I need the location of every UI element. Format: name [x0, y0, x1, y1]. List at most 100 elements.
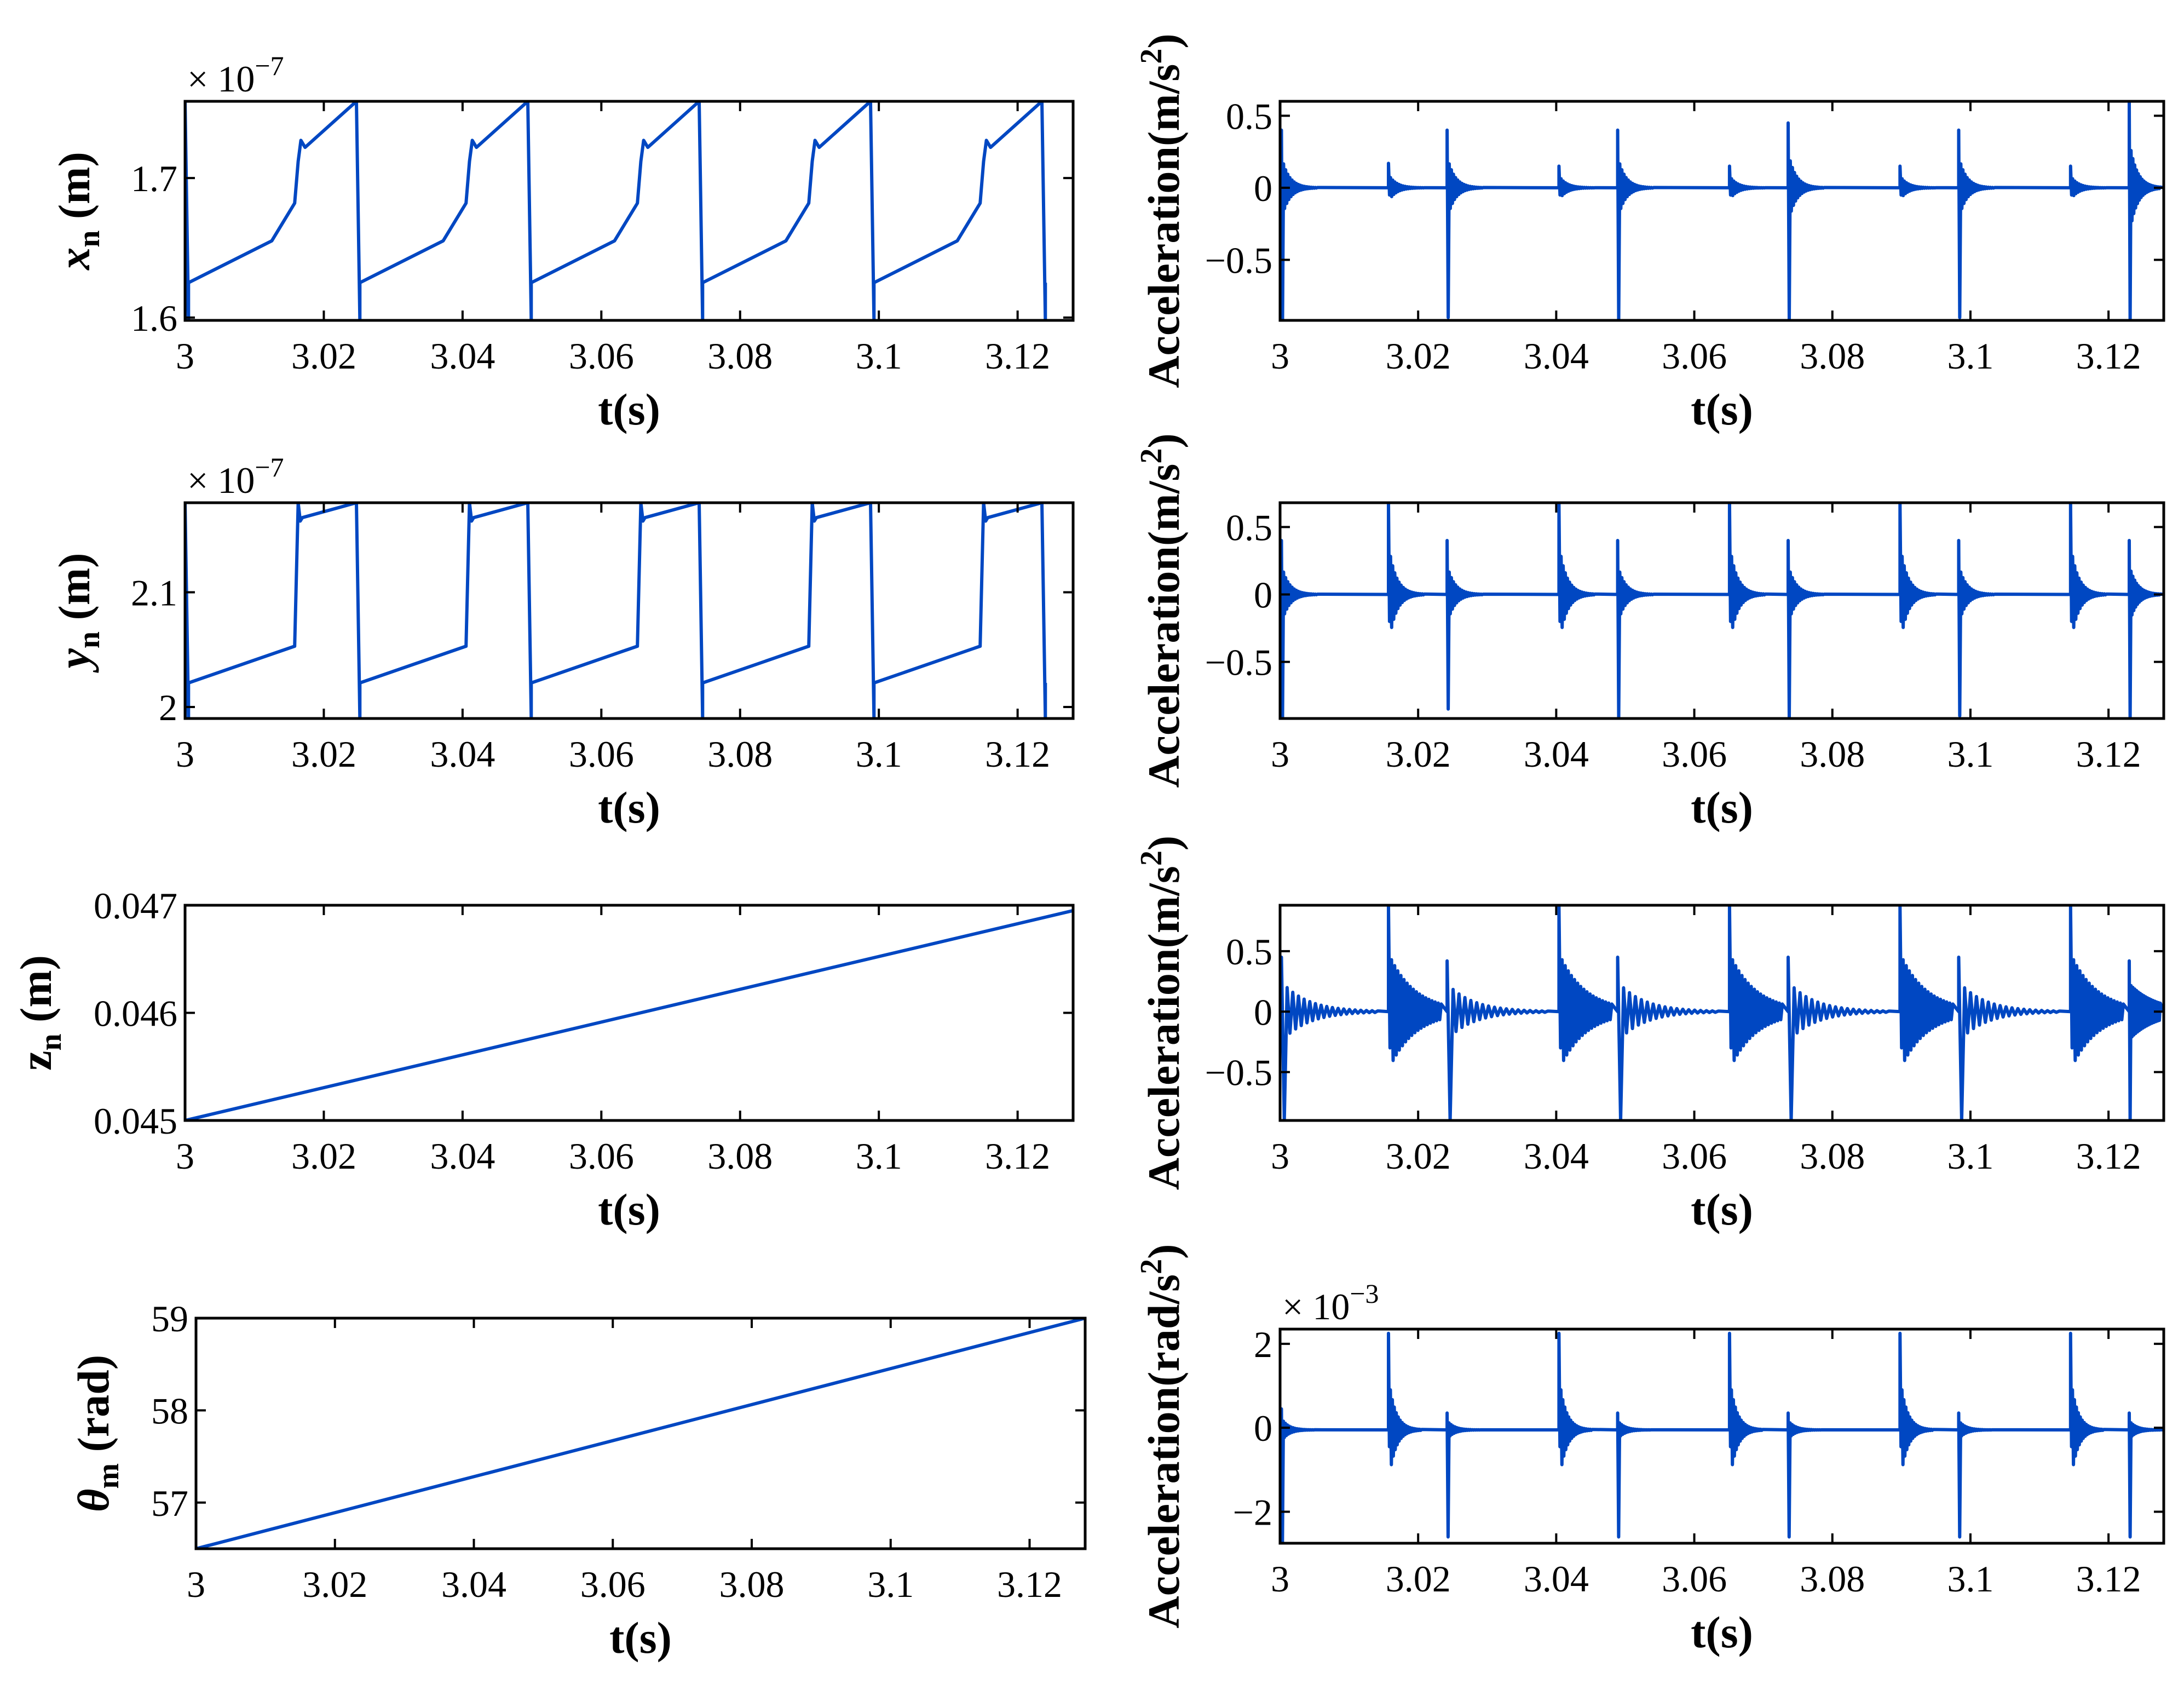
x-tick-label: 3.12	[2076, 1135, 2141, 1177]
y-tick-label: 0.5	[1226, 931, 1272, 973]
x-tick-label: 3.12	[2076, 1558, 2141, 1600]
x-tick-label: 3.04	[1524, 335, 1589, 377]
x-tick-label: 3.04	[441, 1563, 506, 1605]
x-tick-label: 3.12	[2076, 733, 2141, 775]
x-tick-label: 3.08	[1800, 733, 1865, 775]
series-line-acc3	[1280, 905, 2164, 1120]
x-tick-label: 3.08	[1800, 335, 1865, 377]
x-tick-label: 3.02	[1386, 1135, 1451, 1177]
x-tick-label: 3.02	[1386, 335, 1451, 377]
x-tick-label: 3.06	[569, 335, 634, 377]
panel-acc1: 3 3.02 3.04 3.06 3.08 3.1 3.12 −0.5 0 0.5 t(s) Acce…	[1134, 33, 2165, 434]
series-line-acc2	[1280, 503, 2164, 718]
x-tick-label: 3.06	[1662, 1135, 1727, 1177]
y-axis-label: θm (rad)	[68, 1355, 125, 1512]
y-axis-label: yn (m)	[49, 553, 106, 674]
x-tick-label: 3.04	[430, 1135, 495, 1177]
panel-acc4: 3 3.02 3.04 3.06 3.08 3.1 3.12 −2 0 2 t(s) × 10−3 Ac…	[1134, 1244, 2165, 1657]
x-tick-label: 3.1	[1947, 1558, 1993, 1600]
y-tick-label: 2	[1254, 1324, 1272, 1365]
y-tick-label: 0	[1254, 1407, 1272, 1449]
y-tick-label: 0.046	[94, 993, 177, 1034]
x-tick-label: 3.12	[985, 335, 1050, 377]
axis-multiplier: × 10−7	[187, 452, 284, 501]
x-tick-label: 3.1	[1947, 1135, 1993, 1177]
x-tick-label: 3	[176, 733, 194, 775]
x-tick-label: 3.1	[856, 335, 902, 377]
series-line-yn	[185, 503, 1047, 718]
panel-xn: 3 3.02 3.04 3.06 3.08 3.1 3.12 1.6 1.7 t(s) × 10−7…	[49, 50, 1075, 434]
x-tick-label: 3.04	[430, 335, 495, 377]
y-tick-label: −2	[1233, 1492, 1272, 1533]
x-tick-label: 3.1	[856, 1135, 902, 1177]
axes-frame	[1278, 501, 2165, 720]
panel-acc3: 3 3.02 3.04 3.06 3.08 3.1 3.12 −0.5 0 0.5 t(s) Acce…	[1134, 836, 2165, 1234]
x-axis-label: t(s)	[1691, 384, 1753, 434]
x-tick-label: 3.1	[856, 733, 902, 775]
y-tick-label: 0	[1254, 574, 1272, 616]
y-tick-label: 1.6	[131, 297, 177, 339]
x-axis-label: t(s)	[598, 783, 660, 832]
series-line-xn	[185, 101, 1047, 320]
y-tick-label: 0	[1254, 991, 1272, 1033]
x-tick-label: 3.02	[291, 1135, 356, 1177]
y-tick-label: 0.5	[1226, 507, 1272, 548]
panel-theta: 3 3.02 3.04 3.06 3.08 3.1 3.12 57 58 59 t(s) θm (ra…	[68, 1298, 1087, 1663]
x-tick-label: 3.08	[707, 335, 773, 377]
x-tick-label: 3.06	[580, 1563, 646, 1605]
x-tick-label: 3.02	[291, 335, 356, 377]
x-tick-label: 3.06	[1662, 1558, 1727, 1600]
x-tick-label: 3.04	[1524, 733, 1589, 775]
y-axis-label: Acceleration(m/s2)	[1134, 836, 1189, 1190]
y-tick-label: 58	[151, 1390, 188, 1432]
y-axis-label: zn (m)	[11, 955, 68, 1071]
x-tick-label: 3.08	[707, 733, 773, 775]
x-tick-label: 3	[1271, 335, 1289, 377]
x-tick-label: 3.02	[1386, 733, 1451, 775]
x-tick-label: 3.06	[1662, 335, 1727, 377]
y-tick-label: −0.5	[1205, 239, 1272, 281]
axis-multiplier: × 10−3	[1282, 1278, 1379, 1327]
x-tick-label: 3	[176, 1135, 194, 1177]
y-tick-label: −0.5	[1205, 1052, 1272, 1094]
y-axis-label: Acceleration(m/s2)	[1134, 33, 1189, 388]
y-axis-label: Acceleration(rad/s2)	[1134, 1244, 1189, 1629]
panel-yn: 3 3.02 3.04 3.06 3.08 3.1 3.12 2 2.1 t(s) × 10−7 yn…	[49, 452, 1075, 832]
x-tick-label: 3.12	[997, 1563, 1062, 1605]
series-line-zn	[185, 909, 1073, 1120]
y-tick-label: 0.047	[94, 885, 177, 927]
y-axis-label: Acceleration(m/s2)	[1134, 433, 1189, 787]
y-tick-label: 57	[151, 1482, 188, 1524]
x-tick-label: 3.12	[985, 1135, 1050, 1177]
x-tick-label: 3.1	[867, 1563, 914, 1605]
y-axis-label: xn (m)	[49, 152, 106, 271]
x-axis-label: t(s)	[1691, 1185, 1753, 1234]
x-axis-label: t(s)	[598, 1185, 660, 1234]
x-tick-label: 3.02	[291, 733, 356, 775]
x-tick-label: 3.08	[707, 1135, 773, 1177]
x-tick-label: 3.1	[1947, 335, 1993, 377]
axes-frame	[1278, 904, 2165, 1122]
series-line-theta	[196, 1318, 1085, 1549]
y-tick-label: 59	[151, 1298, 188, 1340]
axes-frame	[183, 100, 1075, 322]
x-tick-label: 3.12	[985, 733, 1050, 775]
axes-frame	[183, 501, 1075, 720]
x-tick-label: 3.08	[719, 1563, 785, 1605]
x-tick-label: 3.06	[569, 733, 634, 775]
y-tick-label: 0	[1254, 168, 1272, 209]
y-tick-label: 0.045	[94, 1100, 177, 1142]
axes-frame	[1278, 100, 2165, 322]
x-tick-label: 3	[176, 335, 194, 377]
series-line-acc1	[1280, 101, 2164, 320]
x-axis-label: t(s)	[1691, 1607, 1753, 1657]
y-tick-label: 0.5	[1226, 95, 1272, 137]
x-tick-label: 3.02	[1386, 1558, 1451, 1600]
x-axis-label: t(s)	[598, 384, 660, 434]
x-tick-label: 3.06	[1662, 733, 1727, 775]
x-tick-label: 3.04	[1524, 1558, 1589, 1600]
x-axis-label: t(s)	[609, 1613, 672, 1663]
panel-zn: 3 3.02 3.04 3.06 3.08 3.1 3.12 0.045 0.046 0.047 t…	[11, 885, 1075, 1234]
panel-acc2: 3 3.02 3.04 3.06 3.08 3.1 3.12 −0.5 0 0.5 t(s) Acce…	[1134, 433, 2165, 832]
